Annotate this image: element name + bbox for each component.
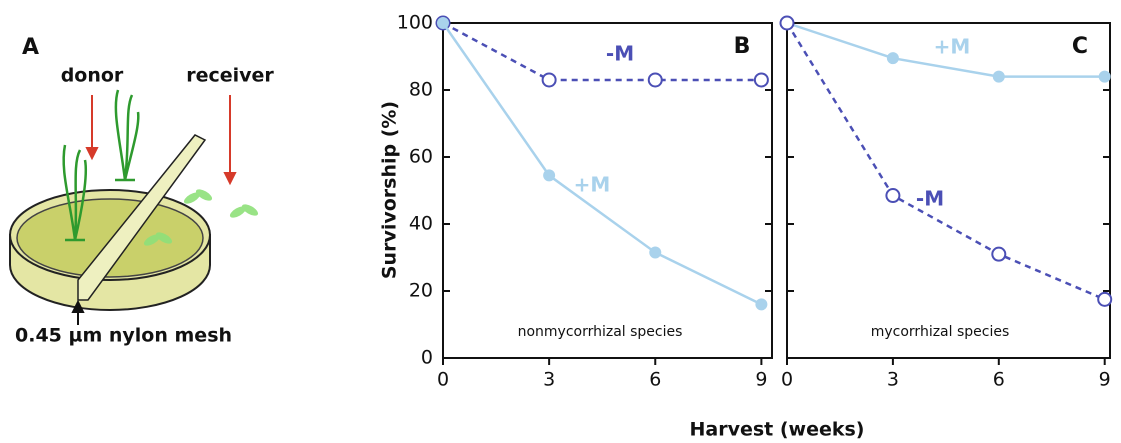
y-tick-label: 40 [409,213,433,235]
data-point [885,188,901,204]
plot-frame [442,22,773,359]
panel-label: C [1072,34,1088,59]
mesh-wall [77,134,207,301]
dish-medium [16,198,204,278]
data-point [753,72,769,88]
arrows [85,95,237,186]
data-point [779,15,795,31]
data-point [541,72,557,88]
data-point [1097,291,1113,307]
y-tick-label: 80 [409,79,433,101]
y-tick-label: 0 [421,347,433,369]
series-line [442,21,762,82]
data-point [991,246,1007,262]
data-point [992,70,1005,83]
y-tick-label: 20 [409,280,433,302]
y-axis-label: Survivorship (%) [379,101,401,279]
y-tick-label: 60 [409,146,433,168]
plot-frame [786,22,1111,359]
x-tick-label: 0 [437,369,449,391]
x-tick-label: 6 [649,369,661,391]
series-label: +M [934,35,971,59]
series-label: -M [606,42,634,66]
label: receiver [186,65,274,87]
data-point [649,246,662,259]
mesh-arrow [71,299,85,325]
y-tick-label: 100 [397,12,433,34]
label: 0.45 µm nylon mesh [15,325,232,347]
series-line [441,22,762,306]
series-line [786,21,1105,78]
panel-label: A [22,35,39,60]
x-tick-label: 3 [887,369,899,391]
data-point [886,52,899,65]
panel-label: B [734,34,751,59]
x-tick-label: 9 [1099,369,1111,391]
x-tick-label: 0 [781,369,793,391]
label: donor [61,65,124,87]
annotation: mycorrhizal species [871,324,1010,340]
diagram: A donor receiver 0.45 µm nylon mesh [9,35,274,347]
series-line [785,22,1106,301]
x-tick-label: 6 [993,369,1005,391]
data-point [543,169,556,182]
receiver-plants [143,189,259,246]
series-label: +M [574,173,611,197]
x-axis-label: Harvest (weeks) [689,419,864,441]
annotation: nonmycorrhizal species [518,324,683,340]
x-tick-label: 3 [543,369,555,391]
data-point [1098,70,1111,83]
data-point [437,17,449,29]
series-label: -M [916,187,944,211]
data-point [647,72,663,88]
x-tick-label: 9 [755,369,767,391]
donor-plants [62,89,140,242]
data-point [755,298,768,311]
